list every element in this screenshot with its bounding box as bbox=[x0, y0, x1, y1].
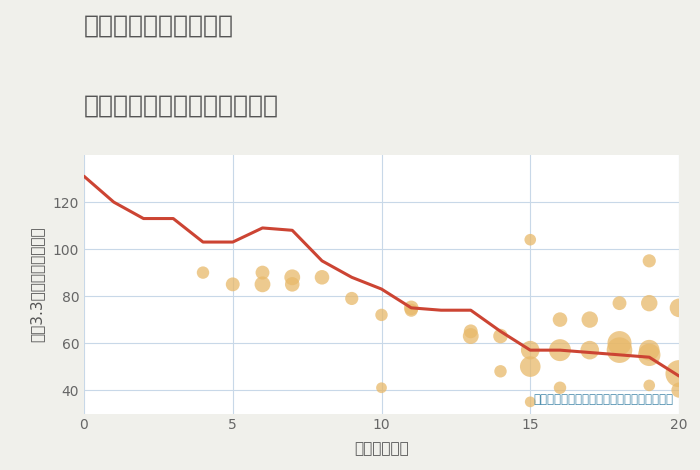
Point bbox=[406, 304, 417, 312]
Point bbox=[227, 281, 238, 288]
Point bbox=[673, 304, 685, 312]
Point bbox=[644, 382, 655, 389]
X-axis label: 駅距離（分）: 駅距離（分） bbox=[354, 441, 409, 456]
Point bbox=[465, 332, 476, 340]
Point bbox=[614, 346, 625, 354]
Point bbox=[525, 363, 536, 370]
Point bbox=[376, 384, 387, 392]
Point bbox=[406, 306, 417, 314]
Point bbox=[554, 384, 566, 392]
Point bbox=[495, 332, 506, 340]
Point bbox=[316, 274, 328, 281]
Point bbox=[673, 386, 685, 394]
Y-axis label: 坪（3.3㎡）単価（万円）: 坪（3.3㎡）単価（万円） bbox=[29, 227, 44, 342]
Point bbox=[525, 398, 536, 406]
Point bbox=[257, 281, 268, 288]
Point bbox=[644, 351, 655, 359]
Point bbox=[584, 316, 595, 323]
Text: 埼玉県三郷市上彦名の: 埼玉県三郷市上彦名の bbox=[84, 14, 234, 38]
Point bbox=[287, 274, 298, 281]
Point bbox=[584, 346, 595, 354]
Point bbox=[614, 299, 625, 307]
Point bbox=[554, 316, 566, 323]
Point bbox=[287, 281, 298, 288]
Point bbox=[197, 269, 209, 276]
Point bbox=[525, 236, 536, 243]
Text: 駅距離別中古マンション価格: 駅距離別中古マンション価格 bbox=[84, 94, 279, 118]
Point bbox=[644, 257, 655, 265]
Point bbox=[673, 370, 685, 377]
Point bbox=[644, 346, 655, 354]
Point bbox=[465, 328, 476, 335]
Point bbox=[495, 368, 506, 375]
Point bbox=[346, 295, 357, 302]
Point bbox=[257, 269, 268, 276]
Point bbox=[614, 339, 625, 347]
Point bbox=[525, 346, 536, 354]
Point bbox=[644, 299, 655, 307]
Text: 円の大きさは、取引のあった物件面積を示す: 円の大きさは、取引のあった物件面積を示す bbox=[533, 393, 673, 406]
Point bbox=[554, 346, 566, 354]
Point bbox=[376, 311, 387, 319]
